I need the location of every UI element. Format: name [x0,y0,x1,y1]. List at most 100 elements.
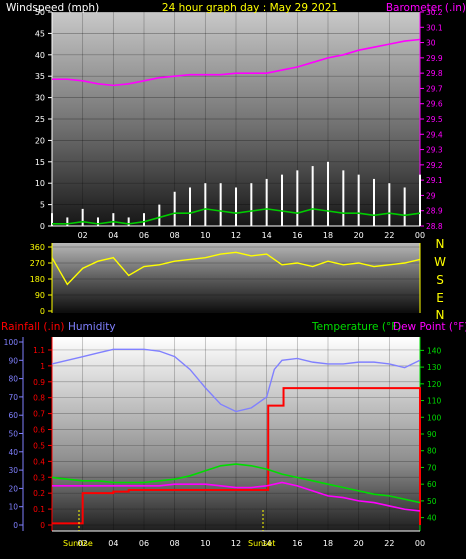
direction-panel-background [52,243,420,313]
rain-tick-label: 0.5 [33,441,45,450]
sunrise-label: Sunrise [63,539,93,548]
rain-tick-label: 0.9 [33,378,45,387]
wind-x-tick-label: 06 [139,231,149,240]
barometer-tick-label: 29.1 [426,176,443,185]
climate-x-tick-label: 04 [108,539,118,548]
wind-tick-label: 10 [35,179,45,188]
wind-average-line [52,208,421,225]
rain-tick-label: 0.6 [33,426,45,435]
humidity-tick-label: 30 [8,466,18,475]
rain-tick-label: 0.7 [33,410,45,419]
barometer-tick-label: 29.2 [426,161,443,170]
temperature-tick-label: 60 [427,480,437,489]
barometer-line [52,38,421,87]
climate-x-tick-label: 00 [415,539,425,548]
direction-tick-label: 360 [30,243,45,252]
temperature-axis-label: Temperature (°F) [311,321,401,333]
humidity-tick-label: 0 [13,521,18,530]
humidity-tick-label: 60 [8,411,18,420]
data-marks [51,38,421,525]
barometer-axis-label: Barometer (.in) [386,2,466,14]
humidity-axis-label: Humidity [68,321,116,333]
barometer-tick-label: 29.9 [426,54,443,63]
rain-tick-label: 0.1 [33,505,45,514]
humidity-tick-label: 40 [8,448,18,457]
barometer-tick-label: 29 [426,191,436,200]
chart-title: 24 hour graph day : May 29 2021 [162,2,338,14]
rain-tick-label: 1 [40,362,45,371]
wind-tick-label: 30 [35,94,45,103]
compass-letter-w: W [434,255,446,269]
wind-tick-label: 25 [35,115,45,124]
barometer-tick-label: 29.3 [426,146,443,155]
wind-tick-label: 0 [40,222,45,231]
temperature-tick-label: 90 [427,430,437,439]
temperature-tick-label: 70 [427,463,437,472]
humidity-line [51,348,421,413]
barometer-tick-label: 30 [426,39,436,48]
wind-x-tick-label: 12 [231,231,241,240]
sunset-label: Sunset [248,539,275,548]
direction-tick-label: 90 [35,291,45,300]
temperature-tick-label: 130 [427,363,442,372]
humidity-tick-label: 90 [8,356,18,365]
barometer-tick-label: 30.1 [426,23,443,32]
climate-x-tick-label: 08 [170,539,180,548]
climate-panel-background [52,337,420,531]
rain-tick-label: 0.4 [33,457,45,466]
dewpoint-line [52,481,421,512]
wind-tick-label: 15 [35,158,45,167]
wind-tick-label: 40 [35,51,45,60]
barometer-tick-label: 28.8 [426,222,443,231]
humidity-tick-label: 100 [4,338,19,347]
compass-letter-e: E [436,291,444,305]
rain-tick-label: 0 [40,521,45,530]
barometer-tick-label: 30.2 [426,8,443,17]
barometer-tick-label: 28.9 [426,207,443,216]
compass-letter-n-bottom: N [436,308,445,322]
barometer-tick-label: 29.7 [426,84,443,93]
wind-x-tick-label: 02 [78,231,88,240]
wind-x-tick-label: 00 [415,231,425,240]
humidity-tick-label: 70 [8,393,18,402]
wind-x-tick-label: 04 [108,231,118,240]
climate-x-tick-label: 06 [139,539,149,548]
climate-x-tick-label: 14 [262,539,272,548]
wind-tick-label: 35 [35,72,45,81]
temperature-tick-label: 100 [427,413,442,422]
climate-x-tick-label: 20 [354,539,364,548]
barometer-tick-label: 29.4 [426,130,443,139]
temperature-tick-label: 120 [427,380,442,389]
rain-tick-label: 0.3 [33,473,45,482]
barometer-tick-label: 29.8 [426,69,443,78]
rainfall-line [52,387,421,525]
wind-tick-label: 50 [35,8,45,17]
temperature-tick-label: 80 [427,447,437,456]
axes: 0510152025303540455028.828.92929.129.229… [4,8,443,548]
direction-tick-label: 180 [30,275,45,284]
rainfall-axis-label: Rainfall (.in) [1,321,64,333]
wind-x-tick-label: 20 [354,231,364,240]
wind-tick-label: 5 [40,201,45,210]
temperature-tick-label: 110 [427,397,442,406]
wind-tick-label: 20 [35,136,45,145]
temperature-line [51,463,421,504]
wind-x-tick-label: 22 [384,231,394,240]
dewpoint-axis-label: Dew Point (°F) [393,321,466,333]
humidity-tick-label: 50 [8,430,18,439]
compass-letter-s: S [436,273,444,287]
humidity-tick-label: 80 [8,375,18,384]
wind-x-tick-label: 18 [323,231,333,240]
barometer-tick-label: 29.6 [426,100,443,109]
humidity-tick-label: 10 [8,503,18,512]
wind-x-tick-label: 16 [292,231,302,240]
wind-x-tick-label: 14 [262,231,272,240]
climate-x-tick-label: 10 [200,539,210,548]
climate-x-tick-label: 18 [323,539,333,548]
rain-tick-label: 1.1 [33,346,45,355]
climate-x-tick-label: 22 [384,539,394,548]
temperature-tick-label: 140 [427,346,442,355]
wind-direction-line [51,251,421,286]
barometer-tick-label: 29.5 [426,115,443,124]
